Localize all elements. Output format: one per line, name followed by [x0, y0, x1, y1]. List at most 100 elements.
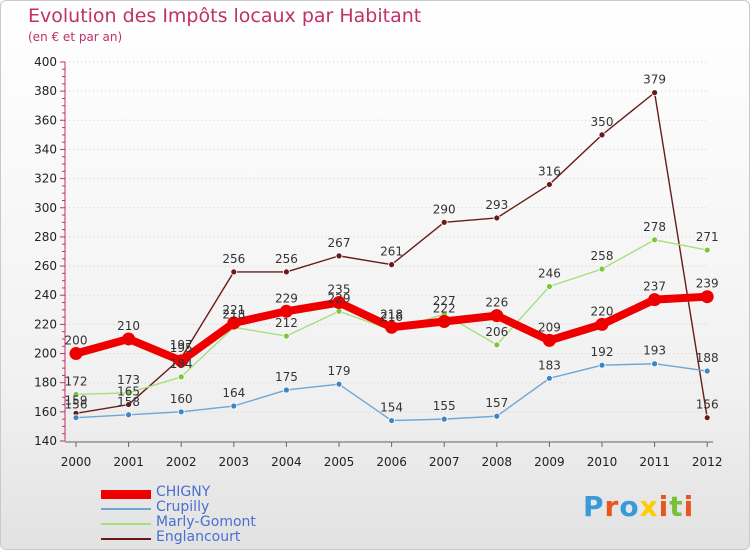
data-point-englancourt-2011: [651, 89, 658, 97]
data-label-chigny-2001: 210: [117, 319, 140, 333]
data-point-chigny-2010: [595, 317, 609, 331]
legend-label-englancourt: Englancourt: [156, 529, 241, 545]
series-lines: [69, 89, 714, 424]
data-point-marly-gomont-2000: [72, 390, 80, 398]
legend-swatch-englancourt: [101, 538, 151, 540]
data-label-chigny-2002: 195: [170, 341, 193, 355]
legend-swatch-chigny: [101, 490, 151, 499]
data-label-crupilly-2006: 154: [380, 401, 403, 415]
data-label-crupilly-2010: 192: [591, 345, 614, 359]
data-label-marly-gomont-2008: 206: [485, 325, 508, 339]
data-point-marly-gomont-2005: [335, 307, 343, 315]
data-label-crupilly-2005: 179: [328, 364, 351, 378]
data-point-marly-gomont-2004: [282, 332, 290, 340]
x-axis-ticks: 2000 2001 2002 2003 2004 2005 2006 2007 2008 2009…: [61, 442, 723, 469]
data-label-marly-gomont-2011: 278: [643, 220, 666, 234]
chart-subtitle: (en € et par an): [28, 30, 123, 44]
data-label-chigny-2012: 239: [696, 277, 719, 291]
data-point-crupilly-2004: [282, 386, 290, 394]
data-point-englancourt-2006: [388, 261, 396, 269]
data-label-chigny-2000: 200: [65, 334, 88, 348]
y-tick-label-360: 360: [34, 113, 57, 127]
x-tick-label-2004: 2004: [271, 455, 302, 469]
data-label-marly-gomont-2012: 271: [696, 230, 719, 244]
data-point-marly-gomont-2012: [703, 246, 711, 254]
y-axis-ticks: 140 160 180 200 220 240 260 280 300 320 340 360 380 4…: [34, 55, 65, 448]
data-label-chigny-2004: 229: [275, 291, 298, 305]
y-tick-label-160: 160: [34, 405, 57, 419]
legend-label-chigny: CHIGNY: [156, 484, 211, 500]
data-label-englancourt-2006: 261: [380, 245, 403, 259]
data-label-marly-gomont-2007: 227: [433, 294, 456, 308]
logo-letter: i: [683, 490, 695, 523]
legend-label-crupilly: Crupilly: [156, 499, 210, 515]
data-point-chigny-2000: [69, 347, 83, 361]
data-label-englancourt-2008: 293: [485, 198, 508, 212]
data-point-crupilly-2009: [546, 374, 553, 382]
data-point-crupilly-2007: [440, 415, 448, 423]
data-point-chigny-2009: [542, 333, 556, 347]
data-label-englancourt-2003: 256: [222, 252, 245, 266]
data-label-chigny-2008: 226: [485, 296, 508, 310]
data-label-marly-gomont-2001: 173: [117, 373, 140, 387]
x-tick-label-2001: 2001: [113, 455, 144, 469]
data-point-englancourt-2008: [493, 214, 501, 222]
data-label-crupilly-2007: 155: [433, 399, 456, 413]
y-tick-label-200: 200: [34, 347, 57, 361]
x-tick-label-2003: 2003: [219, 455, 250, 469]
legend-swatch-crupilly: [101, 508, 151, 510]
data-label-englancourt-2009: 316: [538, 164, 561, 178]
logo-letter: r: [604, 490, 620, 523]
logo-letter: o: [619, 490, 640, 523]
y-tick-label-220: 220: [34, 317, 57, 331]
data-point-crupilly-2006: [388, 417, 396, 424]
data-label-chigny-2005: 235: [328, 283, 351, 297]
data-label-marly-gomont-2002: 184: [170, 357, 193, 371]
y-tick-label-180: 180: [34, 376, 57, 390]
y-tick-label-400: 400: [34, 55, 57, 69]
data-point-marly-gomont-2010: [598, 265, 606, 273]
legend-label-marly-gomont: Marly-Gomont: [156, 514, 256, 530]
data-point-marly-gomont-2008: [493, 341, 501, 349]
data-point-englancourt-2003: [230, 268, 238, 276]
data-point-chigny-2011: [648, 293, 662, 307]
y-tick-label-280: 280: [34, 230, 57, 244]
data-label-crupilly-2002: 160: [170, 392, 193, 406]
data-label-englancourt-2002: 197: [170, 338, 193, 352]
legend-swatch-marly-gomont: [101, 523, 151, 525]
data-label-chigny-2003: 221: [222, 303, 245, 317]
data-labels: 159 165 197 256 256 267 261 290 293 316 350 379 156 1…: [65, 73, 719, 415]
y-tick-label-140: 140: [34, 434, 57, 448]
y-tick-label-300: 300: [34, 201, 57, 215]
data-label-englancourt-2011: 379: [643, 73, 666, 87]
data-label-englancourt-2007: 290: [433, 202, 456, 216]
logo-letter: i: [658, 490, 670, 523]
data-point-englancourt-2001: [125, 401, 132, 408]
x-tick-label-2011: 2011: [639, 455, 670, 469]
data-label-crupilly-2000: 156: [65, 398, 88, 412]
data-point-crupilly-2005: [335, 380, 343, 388]
data-label-chigny-2007: 222: [433, 301, 456, 315]
x-tick-label-2012: 2012: [692, 455, 723, 469]
data-label-englancourt-2004: 256: [275, 252, 298, 266]
data-label-englancourt-2012: 156: [696, 398, 719, 412]
data-point-englancourt-2007: [440, 218, 448, 226]
data-point-chigny-2003: [227, 316, 241, 330]
proxiti-logo: Proxiti: [583, 490, 694, 523]
data-point-crupilly-2001: [125, 411, 132, 419]
x-tick-label-2006: 2006: [376, 455, 407, 469]
x-tick-label-2009: 2009: [534, 455, 565, 469]
data-label-englancourt-2000: 159: [65, 393, 88, 407]
data-point-englancourt-2004: [282, 268, 290, 276]
data-label-marly-gomont-2003: 218: [222, 307, 245, 321]
data-point-crupilly-2010: [598, 361, 606, 369]
data-label-crupilly-2011: 193: [643, 344, 666, 358]
data-label-chigny-2010: 220: [591, 304, 614, 318]
data-label-crupilly-2004: 175: [275, 370, 298, 384]
logo-letter: t: [669, 490, 684, 523]
data-point-englancourt-2010: [598, 131, 606, 139]
y-tick-label-260: 260: [34, 259, 57, 273]
data-point-crupilly-2012: [703, 367, 711, 375]
